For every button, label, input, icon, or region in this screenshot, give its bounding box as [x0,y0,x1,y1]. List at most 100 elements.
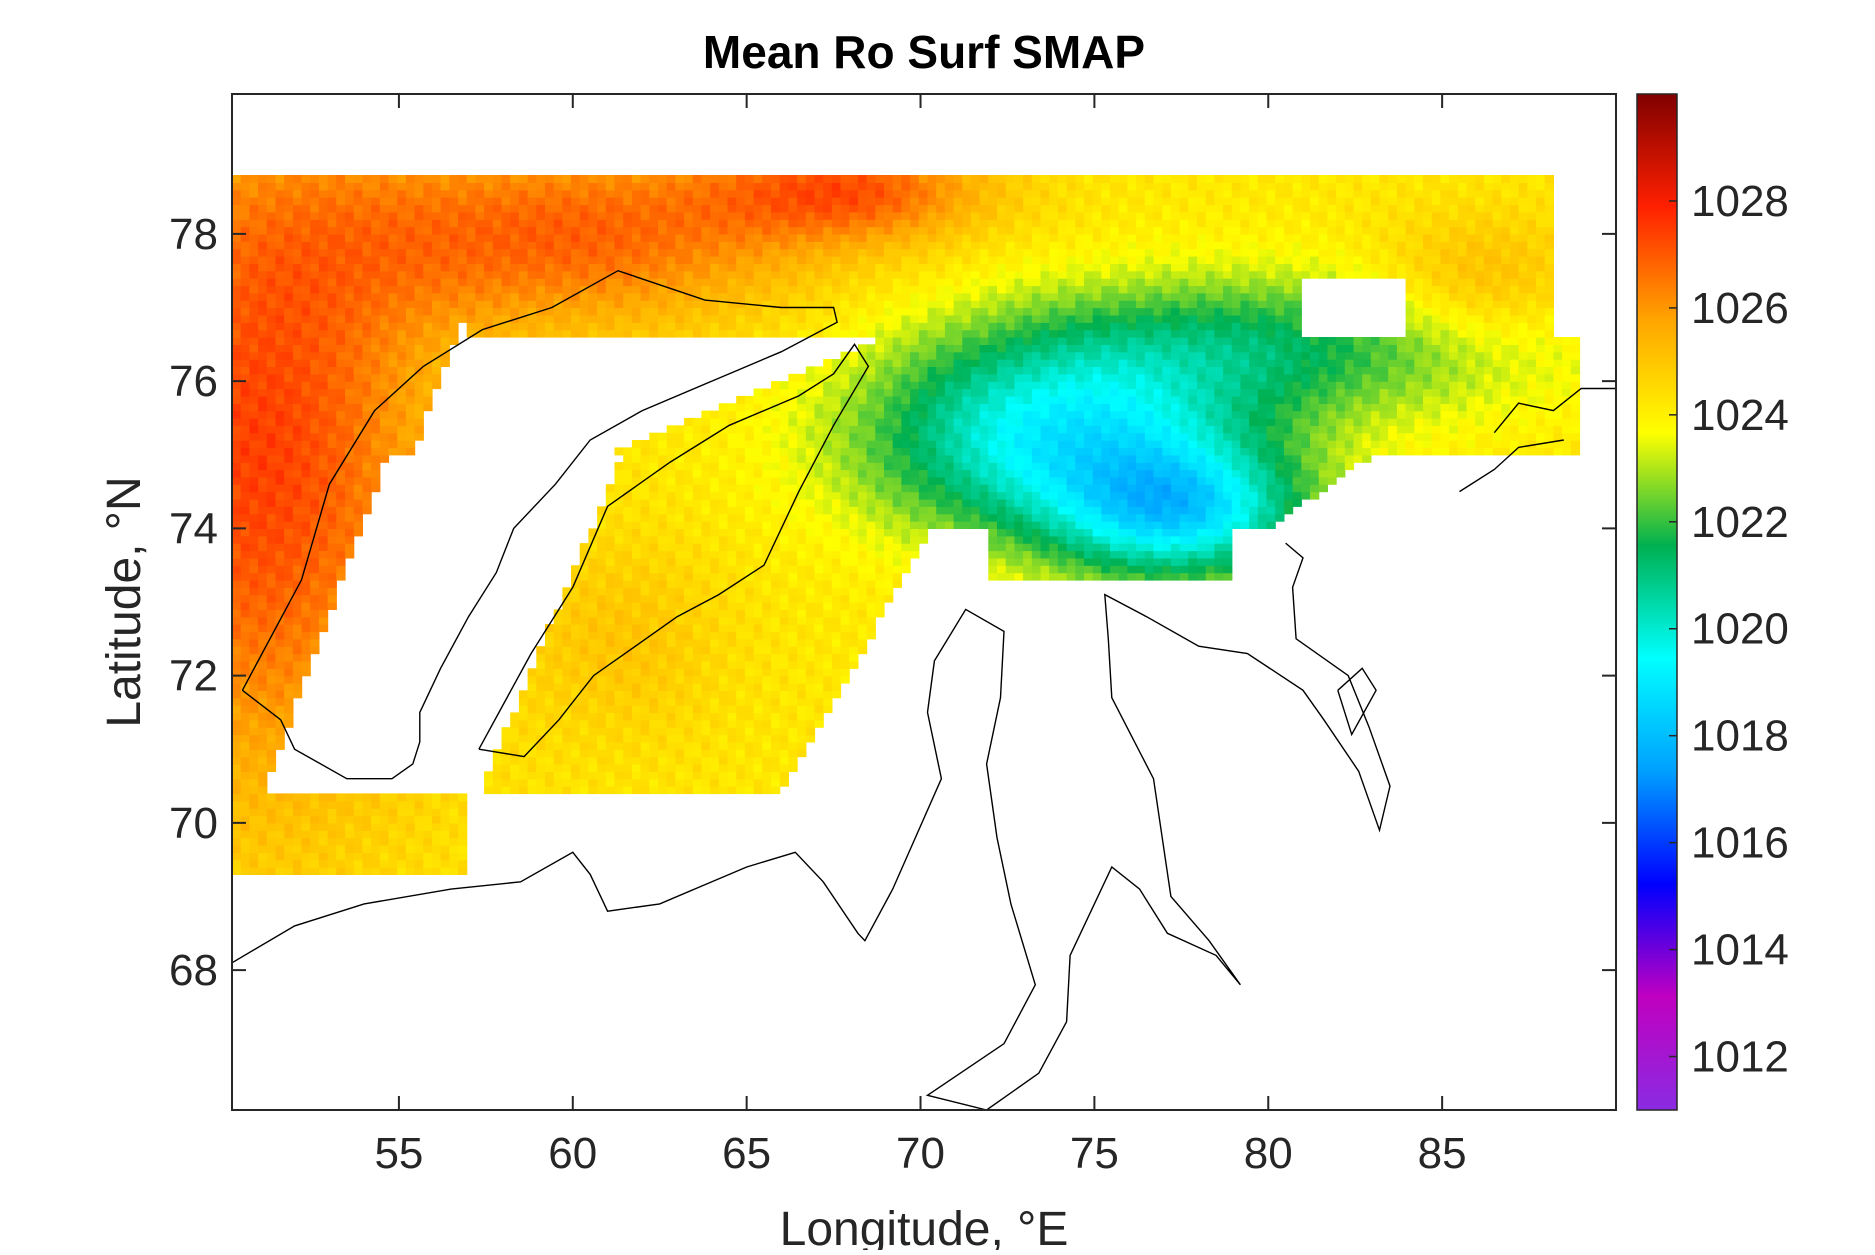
heatmap-cell [1092,498,1102,507]
heatmap-cell [840,381,850,390]
heatmap-cell [805,579,816,588]
heatmap-cell [579,771,589,780]
heatmap-cell [1110,425,1120,434]
heatmap-cell [431,867,442,875]
heatmap-cell [588,705,598,714]
heatmap-cell [788,668,798,677]
heatmap-cell [597,741,607,750]
heatmap-cell [727,683,737,691]
heatmap-cell [1223,366,1233,375]
heatmap-cell [797,579,807,588]
heatmap-cell [692,425,703,434]
heatmap-cell [240,521,250,529]
heatmap-cell [823,388,833,397]
heatmap-cell [892,484,902,493]
heatmap-cell [866,373,876,382]
heatmap-cell [1231,521,1241,529]
heatmap-cell [710,653,720,662]
heatmap-cell [1092,432,1102,441]
heatmap-cell [1249,351,1259,360]
heatmap-cell [1057,550,1068,559]
heatmap-cell [771,749,781,758]
heatmap-cell [1527,432,1537,441]
heatmap-cell [658,624,668,633]
heatmap-cell [918,425,929,434]
heatmap-cell [649,690,659,699]
heatmap-cell [258,668,268,677]
heatmap-cell [614,506,624,515]
heatmap-cell [232,653,242,662]
heatmap-cell [640,741,650,750]
heatmap-cell [884,462,894,471]
heatmap-cell [884,373,894,382]
heatmap-cell [788,683,798,691]
heatmap-cell [1144,395,1155,404]
heatmap-cell [892,410,902,419]
heatmap-cell [1023,557,1033,566]
heatmap-cell [1179,565,1189,574]
heatmap-cell [1153,454,1163,463]
heatmap-cell [1101,395,1111,404]
heatmap-cell [901,498,911,507]
heatmap-cell [336,845,346,853]
heatmap-cell [771,646,781,655]
heatmap-cell [518,690,529,699]
heatmap-cell [988,543,998,552]
heatmap-cell [240,476,250,485]
heatmap-cell [605,719,616,728]
heatmap-cell [249,417,259,426]
heatmap-cell [692,462,703,471]
heatmap-cell [988,440,998,448]
heatmap-cell [597,638,607,647]
heatmap-cell [1136,381,1146,390]
heatmap-cell [1501,432,1511,441]
heatmap-cell [849,557,859,566]
heatmap-cell [266,476,277,485]
heatmap-cell [518,734,529,743]
heatmap-cell [666,786,676,795]
heatmap-cell [1336,440,1346,448]
heatmap-cell [1144,381,1155,390]
heatmap-cell [970,373,981,382]
heatmap-cell [284,660,294,669]
heatmap-cell [579,749,589,758]
heatmap-cell [857,616,868,625]
heatmap-cell [301,498,311,507]
heatmap-cell [232,764,242,772]
heatmap-cell [301,830,311,839]
heatmap-cell [831,631,842,640]
heatmap-cell [345,432,355,441]
heatmap-cell [597,587,607,596]
heatmap-cell [692,668,703,677]
heatmap-cell [310,417,320,426]
heatmap-cell [701,624,711,633]
heatmap-cell [249,705,259,714]
heatmap-cell [649,749,659,758]
heatmap-cell [710,660,720,669]
heatmap-cell [944,344,955,353]
heatmap-cell [518,756,529,765]
heatmap-cell [571,587,581,596]
heatmap-cell [849,366,859,375]
heatmap-cell [840,462,850,471]
heatmap-cell [666,535,676,544]
heatmap-cell [727,506,737,515]
heatmap-cell [1509,351,1520,360]
heatmap-cell [1292,359,1302,367]
heatmap-cell [440,344,450,353]
heatmap-cell [1092,462,1102,471]
heatmap-cell [1040,469,1050,478]
heatmap-cell [258,462,268,471]
heatmap-cell [884,359,894,367]
heatmap-cell [397,344,407,353]
heatmap-cell [857,638,868,647]
heatmap-cell [805,462,816,471]
heatmap-cell [1405,381,1415,390]
heatmap-cell [327,579,337,588]
heatmap-cell [1475,373,1485,382]
heatmap-cell [649,609,659,618]
heatmap-cell [823,609,833,618]
heatmap-cell [249,351,259,360]
heatmap-cell [266,440,277,448]
heatmap-cell [1092,440,1102,448]
